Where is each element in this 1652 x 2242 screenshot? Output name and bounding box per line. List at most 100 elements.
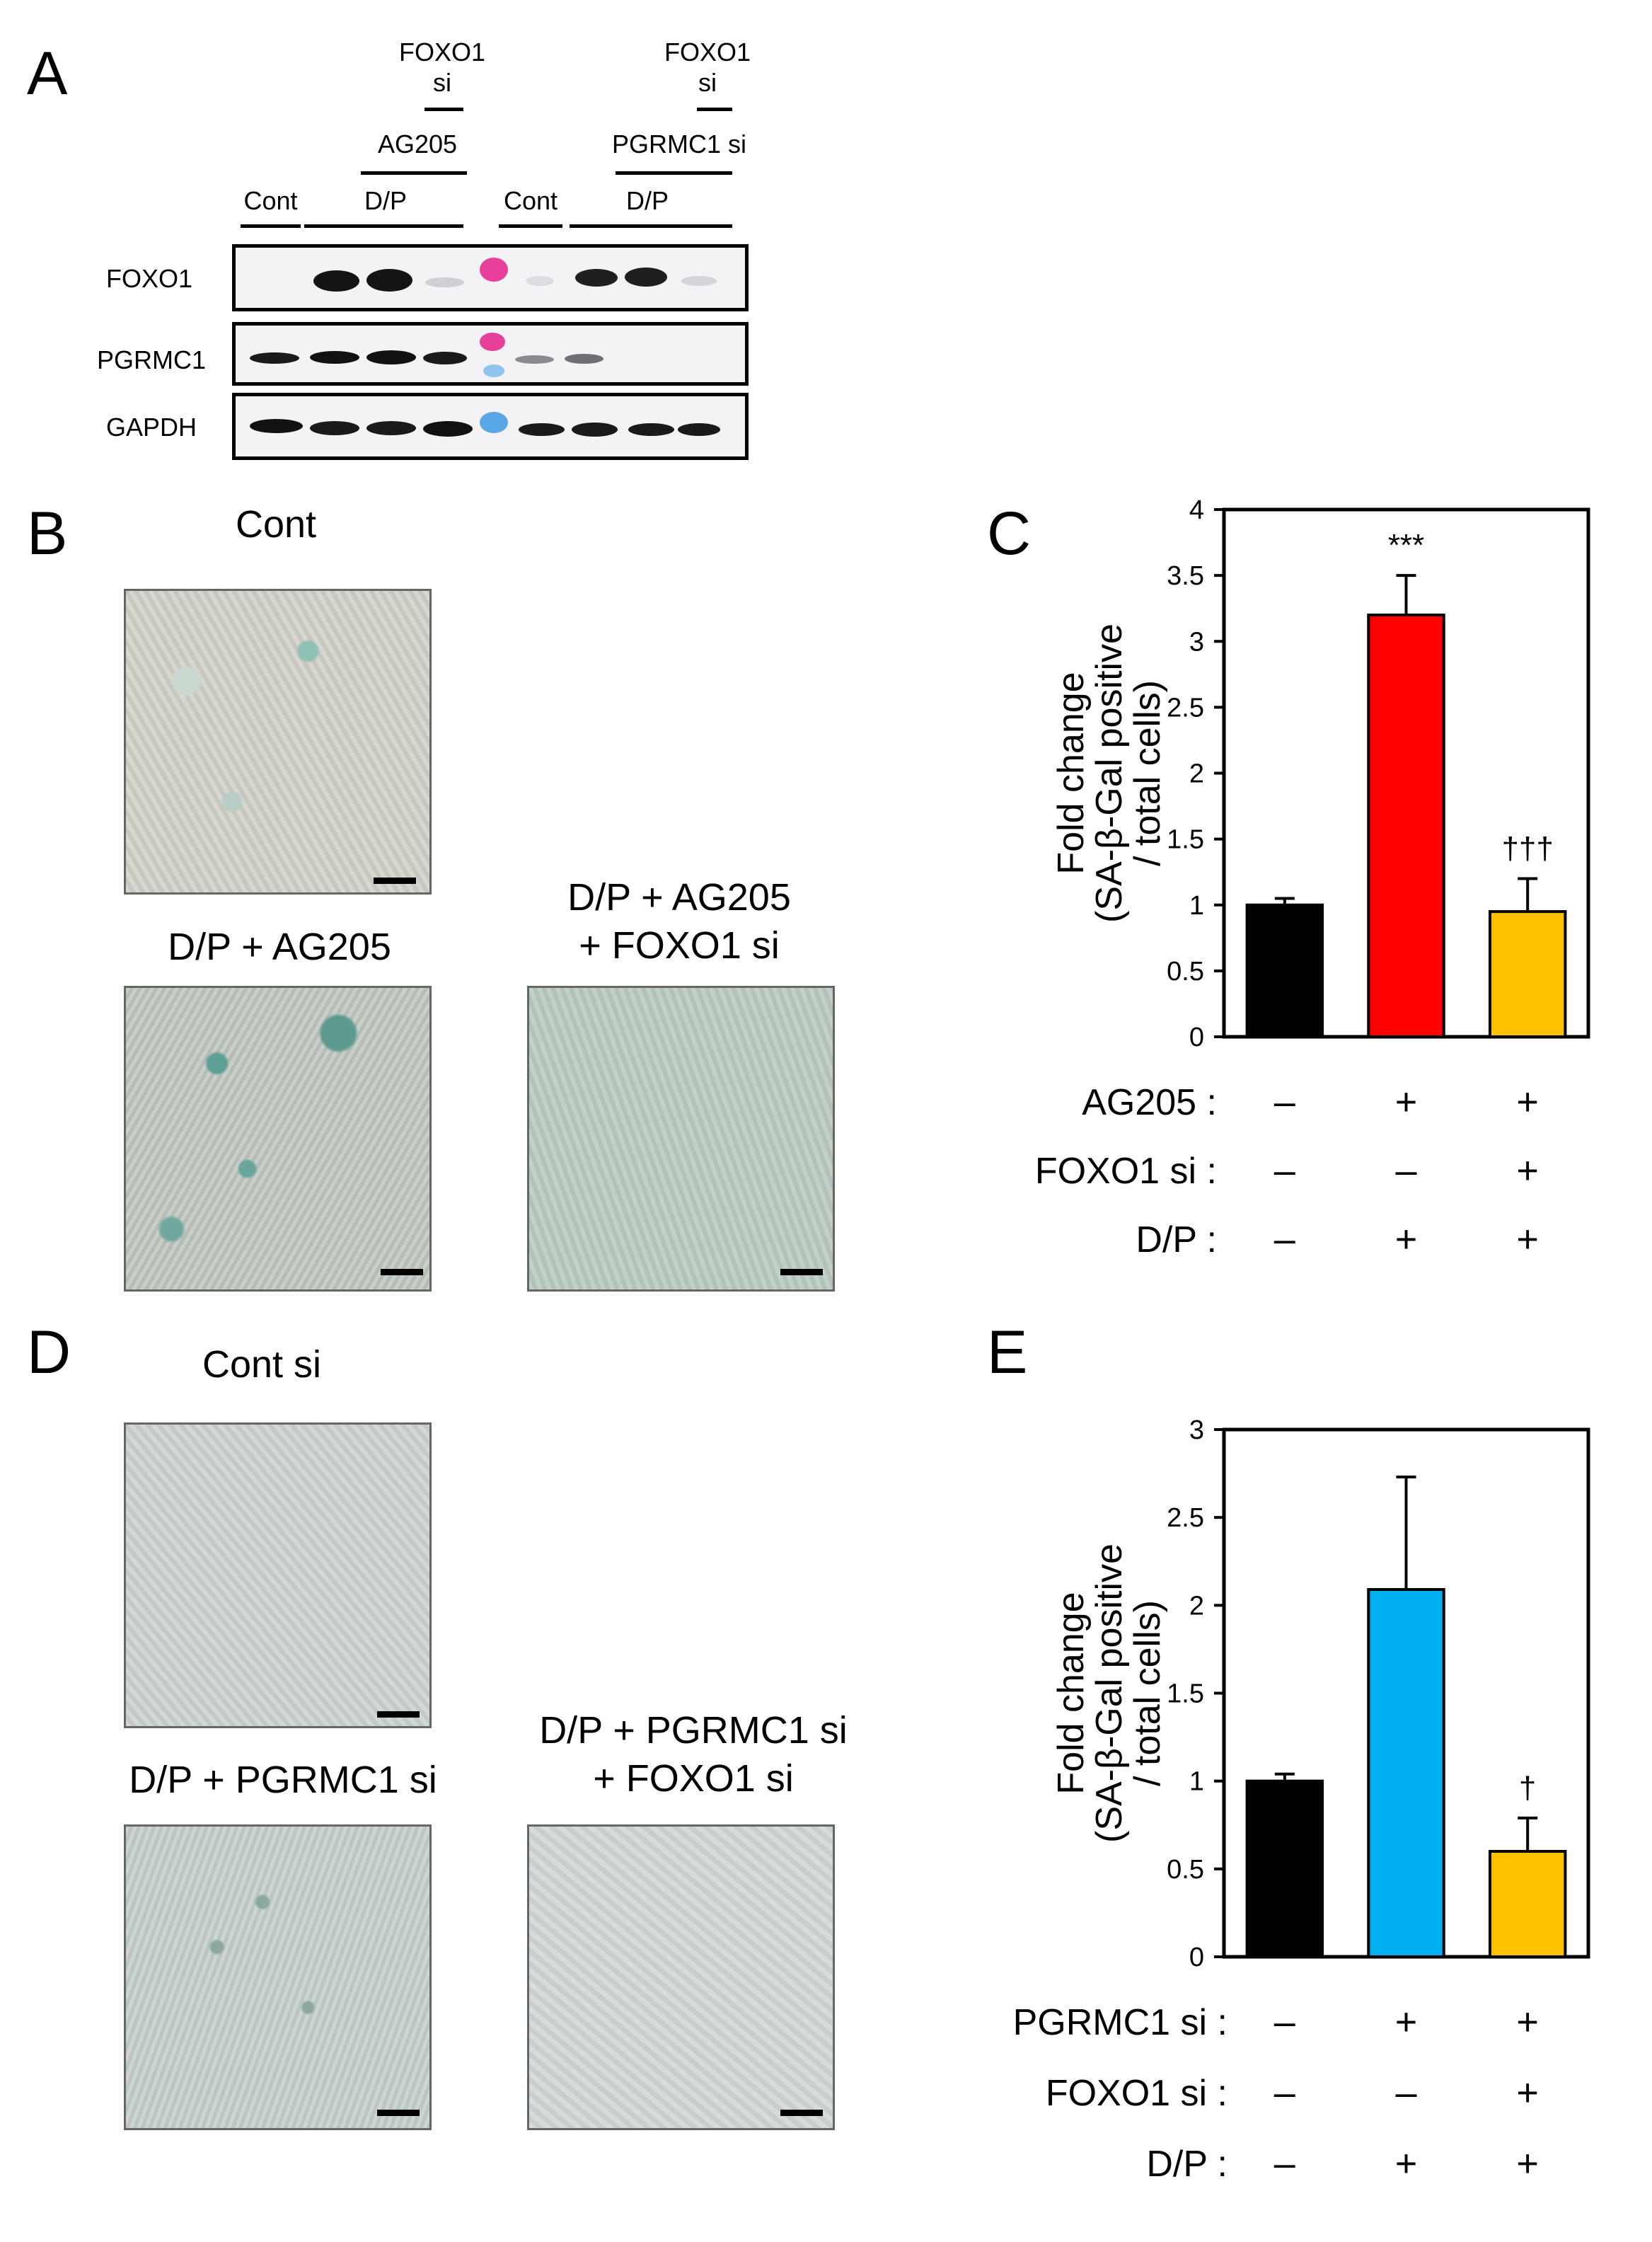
band xyxy=(625,268,667,287)
micrograph-dp-ag205 xyxy=(124,986,432,1292)
band xyxy=(628,423,674,436)
y-tick-label: 3 xyxy=(1189,627,1204,657)
significance-label: † xyxy=(1519,1771,1536,1805)
line-foxo1-si-1 xyxy=(424,108,463,111)
bar-chart-c: 0 0.5 1 1.5 2 2.5 3 3.5 4 Fold change(SA-β-Gal po… xyxy=(1035,495,1590,1260)
header-pgrmc1-si: PGRMC1 si xyxy=(611,130,747,159)
y-tick-label: 2.5 xyxy=(1167,1503,1204,1533)
bar xyxy=(1367,614,1445,1038)
marker-band xyxy=(480,412,508,433)
line-cont-2 xyxy=(499,224,562,228)
scale-bar xyxy=(377,2110,420,2116)
band xyxy=(366,421,416,435)
band xyxy=(310,351,359,364)
condition-sign: – xyxy=(1395,2071,1416,2114)
band xyxy=(313,270,359,292)
condition-label: D/P : xyxy=(1136,1219,1217,1260)
y-tick-label: 2 xyxy=(1189,759,1204,789)
band xyxy=(678,423,720,436)
condition-sign: – xyxy=(1274,1081,1295,1123)
panel-letter-b: B xyxy=(27,500,68,568)
significance-label: *** xyxy=(1388,528,1424,563)
line-foxo1-si-2 xyxy=(697,108,732,111)
micrograph-title-dp-ag205-foxo1: D/P + AG205 + FOXO1 si xyxy=(567,876,791,967)
condition-sign: + xyxy=(1516,2071,1539,2114)
condition-sign: + xyxy=(1516,1149,1539,1192)
y-axis-label: Fold change xyxy=(1051,1592,1092,1794)
band xyxy=(250,419,303,433)
row-label-gapdh: GAPDH xyxy=(106,413,197,442)
band xyxy=(565,354,603,364)
condition-sign: + xyxy=(1395,1081,1418,1123)
header-dp-2: D/P xyxy=(625,186,669,215)
band xyxy=(310,421,359,435)
bar xyxy=(1488,1850,1567,1958)
condition-label: PGRMC1 si : xyxy=(1013,2002,1228,2043)
significance-label: ††† xyxy=(1501,832,1553,866)
micrograph-cont-si xyxy=(124,1422,432,1728)
y-tick-label: 0.5 xyxy=(1167,957,1204,987)
condition-label: AG205 : xyxy=(1082,1082,1217,1123)
band xyxy=(366,269,412,292)
y-tick-label: 1 xyxy=(1189,891,1204,921)
condition-label: FOXO1 si : xyxy=(1046,2073,1228,2114)
micrograph-title-dp-pgrmc1: D/P + PGRMC1 si xyxy=(129,1759,437,1801)
scale-bar xyxy=(381,1269,423,1275)
line-ag205 xyxy=(361,171,467,175)
condition-sign: – xyxy=(1274,2001,1295,2043)
chart-e-plot: 0 0.5 1 1.5 2 2.5 3 Fold change(SA-β-Gal positi… xyxy=(1013,1415,1590,2185)
header-foxo1-si-1: FOXO1 si xyxy=(398,38,486,98)
header-cont-2: Cont xyxy=(503,186,558,215)
y-axis-label: / total cells) xyxy=(1127,680,1168,866)
chart-c-plot: 0 0.5 1 1.5 2 2.5 3 3.5 4 Fold change(SA-β-Gal po… xyxy=(1035,495,1590,1260)
blot-gapdh xyxy=(232,393,749,460)
condition-sign: – xyxy=(1274,1218,1295,1260)
marker-band xyxy=(483,364,504,377)
condition-sign: + xyxy=(1395,2142,1418,2185)
y-tick-label: 4 xyxy=(1189,495,1204,525)
bar-chart-e: 0 0.5 1 1.5 2 2.5 3 Fold change(SA-β-Gal positi… xyxy=(1013,1415,1590,2185)
scale-bar xyxy=(374,878,416,884)
y-axis-label: Fold change xyxy=(1051,672,1092,874)
condition-label: D/P : xyxy=(1146,2144,1228,2185)
band xyxy=(526,276,554,286)
condition-sign: + xyxy=(1516,2001,1539,2043)
y-tick-label: 1.5 xyxy=(1167,825,1204,855)
condition-sign: – xyxy=(1274,2142,1295,2185)
y-tick-label: 3 xyxy=(1189,1415,1204,1445)
band xyxy=(519,423,565,436)
micrograph-dp-pgrmc1 xyxy=(124,1824,432,2130)
marker-band xyxy=(480,258,508,282)
micrograph-title-cont: Cont xyxy=(235,503,317,546)
band xyxy=(423,352,467,364)
y-tick-label: 0 xyxy=(1189,1943,1204,1972)
condition-sign: + xyxy=(1516,1081,1539,1123)
panel-letter-d: D xyxy=(27,1318,71,1386)
panel-letter-c: C xyxy=(987,500,1032,568)
y-axis-label: (SA-β-Gal positive xyxy=(1089,1543,1130,1843)
header-cont-1: Cont xyxy=(243,186,298,215)
y-tick-label: 1 xyxy=(1189,1767,1204,1797)
y-tick-label: 2.5 xyxy=(1167,693,1204,723)
condition-sign: – xyxy=(1274,2071,1295,2114)
y-axis-label: (SA-β-Gal positive xyxy=(1089,623,1130,923)
scale-bar xyxy=(780,2110,823,2116)
header-ag205: AG205 xyxy=(377,130,458,159)
band xyxy=(515,355,554,364)
header-foxo1-si-2: FOXO1 si xyxy=(664,38,751,98)
band xyxy=(425,277,464,287)
band xyxy=(681,276,717,286)
bar xyxy=(1488,910,1567,1038)
blot-pgrmc1 xyxy=(232,322,749,386)
condition-sign: – xyxy=(1395,1149,1416,1192)
y-tick-label: 1.5 xyxy=(1167,1679,1204,1709)
bar xyxy=(1367,1587,1445,1958)
header-dp-1: D/P xyxy=(364,186,407,215)
micrograph-title-cont-si: Cont si xyxy=(202,1343,322,1386)
bar xyxy=(1245,1779,1324,1959)
y-tick-label: 2 xyxy=(1189,1591,1204,1621)
y-axis-label: / total cells) xyxy=(1127,1600,1168,1786)
condition-sign: – xyxy=(1274,1149,1295,1192)
panel-letter-e: E xyxy=(987,1318,1028,1386)
condition-sign: + xyxy=(1395,2001,1418,2043)
